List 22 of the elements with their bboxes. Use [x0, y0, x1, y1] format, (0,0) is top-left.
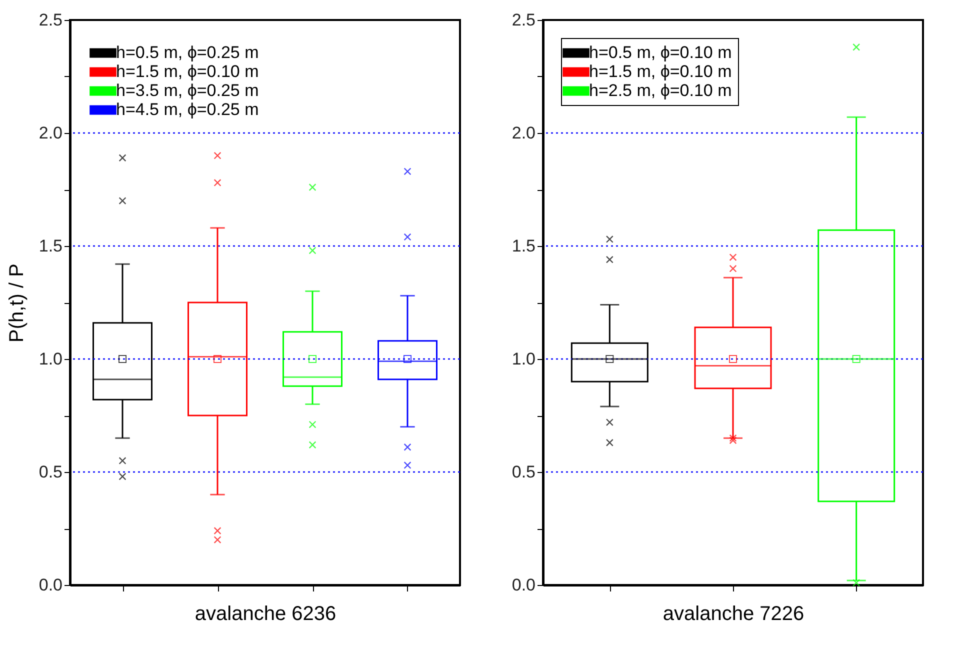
y-tick-label: 0.0 [512, 576, 536, 594]
legend-label: h=1.5 m, ϕ=0.10 m [116, 62, 259, 81]
y-axis-title: P(h,t) / P [6, 264, 28, 342]
y-tick-label: 2.5 [38, 10, 62, 30]
x-axis-title: avalanche 7226 [662, 603, 804, 625]
legend-label: h=0.5 m, ϕ=0.25 m [116, 43, 259, 62]
y-tick-label: 1.0 [38, 350, 62, 368]
y-tick-label: 2.0 [512, 124, 536, 142]
y-tick-label: 0.5 [512, 462, 536, 482]
y-tick-label: 2.5 [512, 10, 536, 30]
legend-label: h=4.5 m, ϕ=0.25 m [116, 100, 259, 119]
y-tick-label: 1.5 [512, 236, 536, 256]
legend-label: h=0.5 m, ϕ=0.10 m [589, 43, 732, 62]
legend-label: h=3.5 m, ϕ=0.25 m [116, 81, 259, 100]
y-tick-label: 0.0 [38, 576, 62, 594]
y-tick-label: 1.0 [512, 350, 536, 368]
legend-label: h=1.5 m, ϕ=0.10 m [589, 62, 732, 81]
x-axis-title: avalanche 6236 [194, 603, 336, 625]
y-tick-label: 0.5 [38, 462, 62, 482]
y-tick-label: 2.0 [38, 124, 62, 142]
y-tick-label: 1.5 [38, 236, 62, 256]
legend-label: h=2.5 m, ϕ=0.10 m [589, 81, 732, 100]
